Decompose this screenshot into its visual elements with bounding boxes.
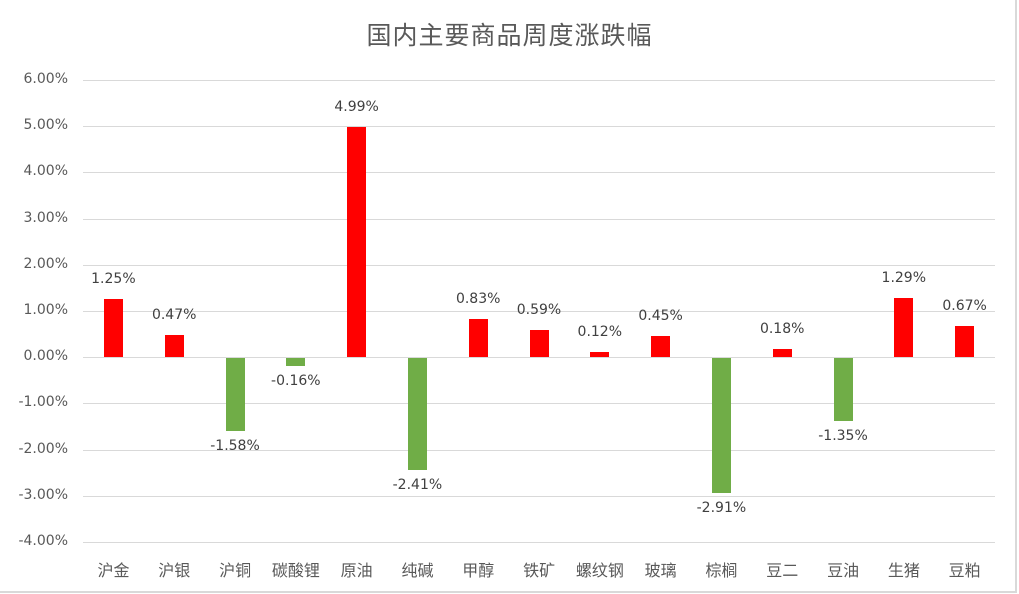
- data-label: 4.99%: [334, 98, 379, 115]
- x-axis-category-label: 铁矿: [523, 561, 556, 580]
- data-label: -2.41%: [392, 476, 443, 493]
- y-axis-tick-label: -3.00%: [18, 486, 68, 503]
- gridline: [83, 218, 995, 220]
- gridline: [83, 80, 995, 81]
- y-axis-tick-label: 5.00%: [23, 117, 68, 134]
- bar: [468, 318, 488, 358]
- x-axis-category-label: 豆二: [766, 561, 799, 580]
- x-axis-category-label: 棕榈: [705, 561, 738, 580]
- y-axis-tick-label: 6.00%: [23, 71, 68, 87]
- bar: [347, 126, 367, 358]
- bar: [894, 297, 914, 358]
- data-label: 1.29%: [881, 269, 927, 286]
- chart-title: 国内主要商品周度涨跌幅: [366, 21, 653, 50]
- gridline: [83, 264, 995, 266]
- x-axis-category-label: 螺纹钢: [575, 561, 624, 580]
- bar: [164, 335, 184, 358]
- y-axis-tick-label: 4.00%: [23, 163, 68, 180]
- bar: [590, 351, 610, 358]
- x-axis-category-label: 生猪: [887, 561, 920, 580]
- data-label: 0.67%: [942, 298, 987, 315]
- y-axis-tick-label: 2.00%: [23, 255, 68, 272]
- bar: [711, 358, 731, 493]
- x-axis-category-label: 沪金: [97, 561, 130, 580]
- y-axis-tick-label: 1.00%: [23, 302, 68, 318]
- bar: [651, 336, 671, 358]
- x-axis-category-label: 沪银: [158, 561, 191, 580]
- gridline: [83, 172, 995, 174]
- gridline: [83, 403, 995, 405]
- data-label: 0.12%: [577, 323, 623, 340]
- data-label: -1.35%: [818, 427, 868, 444]
- y-axis-tick-label: -2.00%: [18, 440, 68, 457]
- x-axis-category-label: 沪铜: [219, 561, 252, 580]
- gridline: [83, 311, 995, 312]
- x-axis-category-label: 豆粕: [948, 561, 981, 580]
- data-label: -2.91%: [696, 499, 747, 516]
- data-label: 0.45%: [638, 308, 683, 325]
- bar: [407, 358, 427, 470]
- x-axis-category-label: 碳酸锂: [271, 561, 320, 580]
- x-axis-category-label: 原油: [340, 561, 373, 580]
- bar: [103, 299, 123, 358]
- gridline: [83, 495, 995, 497]
- x-axis-category-label: 纯碱: [401, 561, 434, 580]
- data-label: 1.25%: [91, 271, 136, 288]
- bar: [955, 326, 975, 358]
- gridline: [83, 126, 995, 128]
- gridline: [83, 542, 995, 543]
- x-axis-category-label: 甲醇: [462, 561, 495, 580]
- bar: [286, 358, 306, 366]
- x-axis-category-label: 玻璃: [644, 561, 677, 580]
- y-axis-tick-label: 0.00%: [23, 348, 68, 365]
- y-axis-tick-label: 3.00%: [23, 209, 68, 226]
- y-axis-tick-label: -1.00%: [18, 394, 68, 411]
- x-axis-category-label: 豆油: [827, 561, 860, 580]
- data-label: 0.47%: [151, 307, 197, 324]
- y-axis-tick-label: -4.00%: [18, 533, 68, 549]
- data-label: 0.83%: [455, 290, 501, 307]
- data-label: 0.18%: [759, 320, 805, 337]
- gridline: [83, 357, 995, 359]
- data-label: -0.16%: [271, 372, 321, 389]
- bar: [772, 348, 792, 358]
- bar: [225, 358, 245, 432]
- bar: [833, 358, 853, 421]
- data-label: 0.59%: [516, 301, 562, 318]
- data-label: -1.58%: [210, 438, 260, 455]
- bar: [529, 329, 549, 358]
- gridline: [83, 449, 995, 451]
